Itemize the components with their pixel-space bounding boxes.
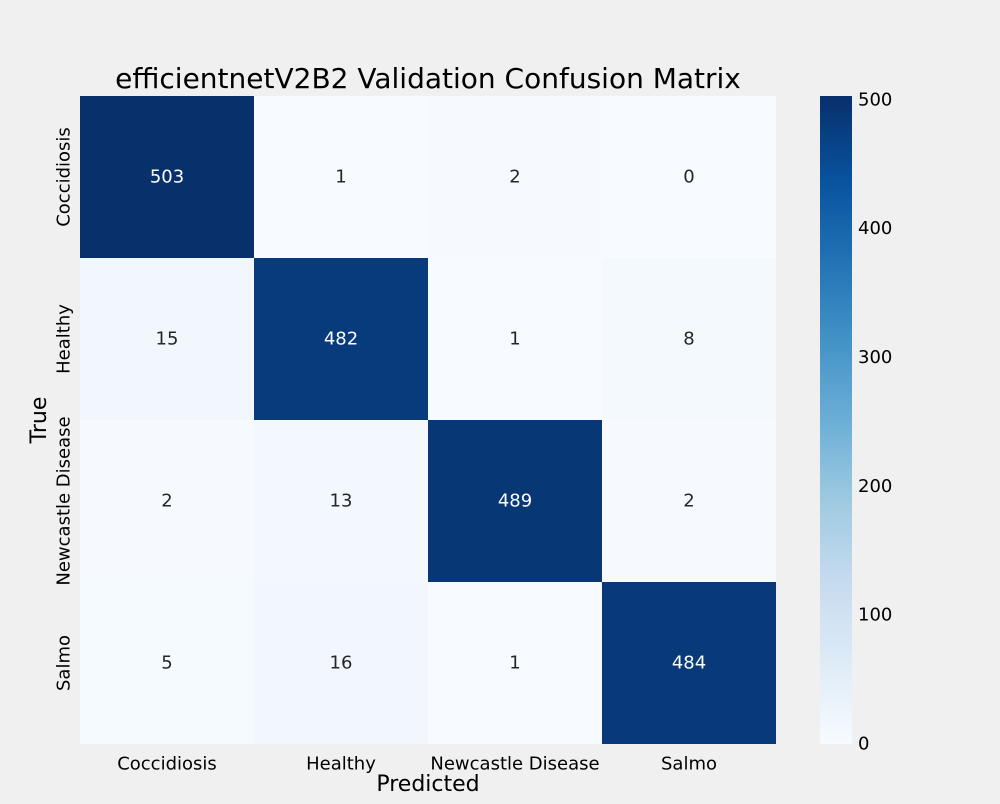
x-tick-label: Coccidiosis [117, 754, 217, 775]
cell-value-label: 2 [683, 491, 694, 512]
heatmap-cells [80, 96, 776, 744]
cell-value-label: 1 [509, 329, 520, 350]
heatmap-cell [428, 258, 602, 420]
cell-value-label: 15 [156, 329, 179, 350]
x-tick-label: Salmo [661, 754, 717, 775]
cell-value-label: 8 [683, 329, 694, 350]
heatmap-cell [254, 258, 428, 420]
y-tick-label: Salmo [54, 635, 75, 691]
heatmap-cell [602, 96, 776, 258]
heatmap-cell [428, 582, 602, 744]
heatmap-cell [602, 582, 776, 744]
heatmap-cell [602, 258, 776, 420]
cell-value-label: 5 [161, 653, 172, 674]
heatmap-cell [80, 582, 254, 744]
cell-value-label: 482 [324, 329, 358, 350]
colorbar-tick-label: 400 [858, 218, 892, 239]
colorbar-tick-label: 100 [858, 605, 892, 626]
heatmap-cell [254, 582, 428, 744]
y-tick-label: Coccidiosis [54, 127, 75, 227]
x-tick-label: Newcastle Disease [430, 754, 599, 775]
y-tick-label: Healthy [54, 304, 75, 374]
chart-title: efficientnetV2B2 Validation Confusion Ma… [115, 62, 741, 95]
heatmap-cell [602, 420, 776, 582]
y-axis-tick-labels: Coccidiosis Healthy Newcastle Disease Salmo [54, 127, 75, 691]
heatmap-cell [254, 420, 428, 582]
cell-value-label: 489 [498, 491, 532, 512]
colorbar-tick-label: 200 [858, 476, 892, 497]
colorbar-tick-labels: 0 100 200 300 400 500 [858, 89, 892, 754]
colorbar-tick-label: 300 [858, 347, 892, 368]
cell-value-label: 503 [150, 167, 184, 188]
colorbar [820, 96, 852, 744]
cell-value-label: 1 [509, 653, 520, 674]
heatmap-cell [80, 96, 254, 258]
heatmap-cell [428, 420, 602, 582]
cell-value-label: 16 [330, 653, 353, 674]
y-axis-label: True [27, 397, 52, 445]
colorbar-tick-label: 0 [858, 734, 869, 755]
x-axis-label: Predicted [376, 772, 479, 797]
cell-value-label: 0 [683, 167, 694, 188]
x-axis-tick-labels: Coccidiosis Healthy Newcastle Disease Salmo [117, 754, 717, 775]
cell-value-label: 2 [509, 167, 520, 188]
heatmap-cell-labels: 503 1 2 0 15 482 1 8 2 13 489 2 5 16 1 484 [150, 167, 706, 674]
heatmap-cell [254, 96, 428, 258]
colorbar-tick-label: 500 [858, 89, 892, 110]
heatmap-cell [428, 96, 602, 258]
y-tick-label: Newcastle Disease [54, 416, 75, 585]
heatmap-cell [80, 420, 254, 582]
cell-value-label: 484 [672, 653, 706, 674]
cell-value-label: 1 [335, 167, 346, 188]
cell-value-label: 13 [330, 491, 353, 512]
heatmap-cell [80, 258, 254, 420]
cell-value-label: 2 [161, 491, 172, 512]
x-tick-label: Healthy [306, 754, 376, 775]
